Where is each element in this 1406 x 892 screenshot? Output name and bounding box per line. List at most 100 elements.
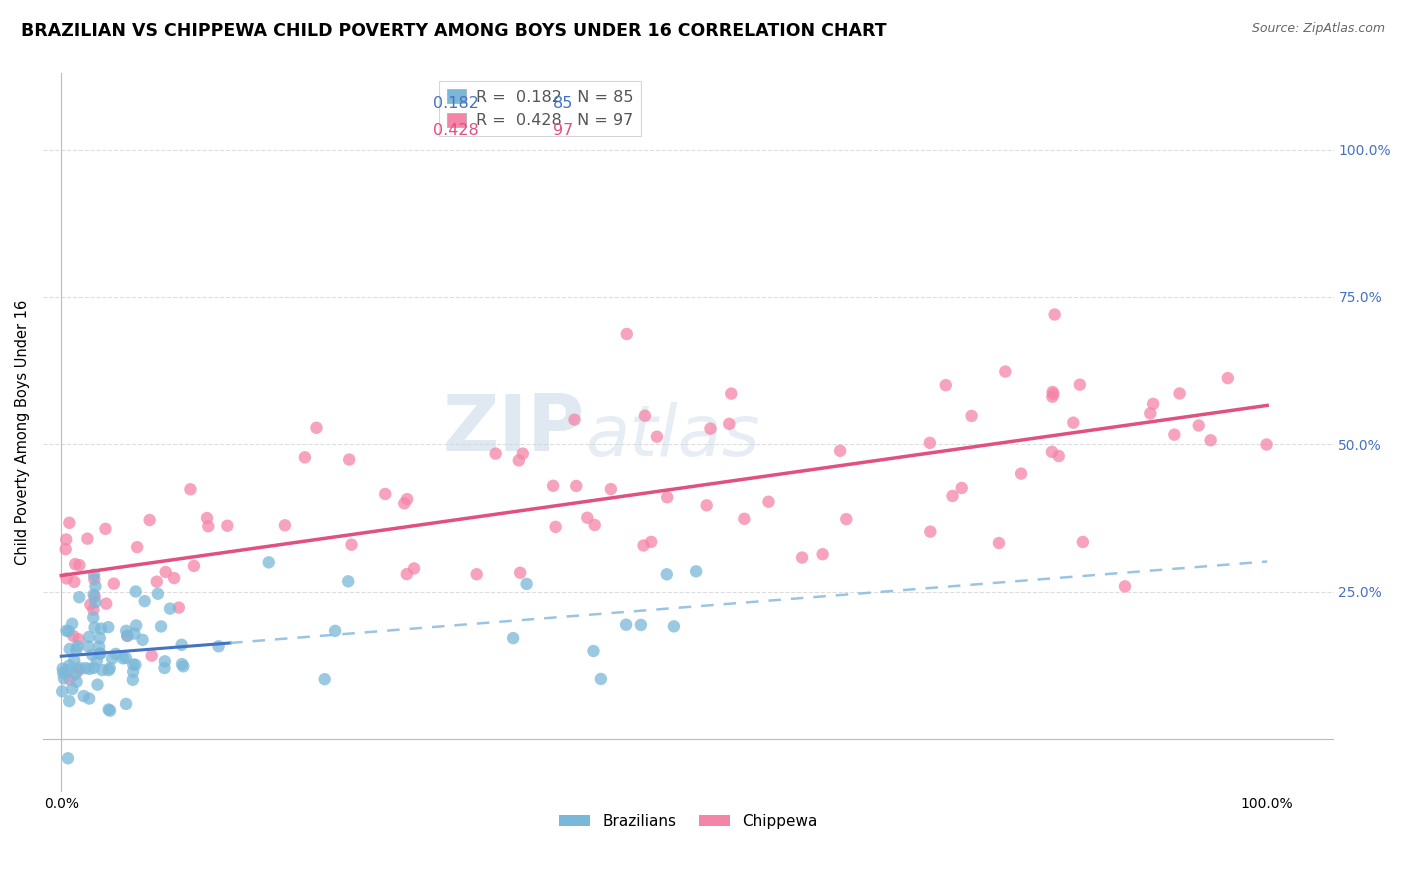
Point xyxy=(97,702,120,716)
Point xyxy=(77,630,100,644)
Point xyxy=(337,574,360,589)
Point xyxy=(582,644,605,658)
Point xyxy=(1069,377,1091,392)
Point xyxy=(124,626,146,640)
Point xyxy=(718,417,741,431)
Point xyxy=(60,681,83,696)
Point xyxy=(115,629,138,643)
Point xyxy=(98,704,121,718)
Point xyxy=(67,663,90,677)
Point xyxy=(138,513,160,527)
Point xyxy=(987,536,1010,550)
Point xyxy=(77,691,100,706)
Point xyxy=(97,663,120,677)
Point xyxy=(79,662,101,676)
Point xyxy=(117,629,139,643)
Point xyxy=(58,624,80,639)
Point xyxy=(159,601,181,615)
Point xyxy=(935,378,957,392)
Point xyxy=(63,574,86,589)
Point xyxy=(994,365,1017,379)
Point xyxy=(86,654,108,668)
Point xyxy=(404,561,426,575)
Point xyxy=(83,620,105,634)
Point xyxy=(541,479,564,493)
Point xyxy=(1047,449,1070,463)
Point xyxy=(55,624,77,638)
Point xyxy=(565,479,588,493)
Point xyxy=(699,422,721,436)
Point xyxy=(395,567,418,582)
Point xyxy=(83,567,105,582)
Point xyxy=(167,600,190,615)
Point xyxy=(155,565,177,579)
Point xyxy=(89,647,111,661)
Point xyxy=(274,518,297,533)
Point xyxy=(485,447,508,461)
Point xyxy=(67,661,90,675)
Point xyxy=(1168,386,1191,401)
Point xyxy=(544,520,567,534)
Point xyxy=(124,657,146,672)
Point xyxy=(82,602,104,616)
Text: 0.182: 0.182 xyxy=(433,95,479,111)
Point xyxy=(79,598,101,612)
Point xyxy=(153,661,176,675)
Point xyxy=(60,616,83,631)
Point xyxy=(97,620,120,634)
Point xyxy=(950,481,973,495)
Point xyxy=(509,566,531,580)
Point xyxy=(207,640,229,654)
Point xyxy=(67,558,90,573)
Point xyxy=(1071,535,1094,549)
Point xyxy=(657,491,679,505)
Point xyxy=(163,571,186,585)
Point xyxy=(52,662,75,676)
Point xyxy=(630,618,652,632)
Point xyxy=(91,663,114,677)
Point xyxy=(1139,406,1161,420)
Point xyxy=(77,640,100,654)
Point xyxy=(65,674,87,689)
Point xyxy=(918,435,941,450)
Point xyxy=(153,654,176,668)
Point xyxy=(82,610,104,624)
Point xyxy=(633,539,655,553)
Point xyxy=(141,648,163,663)
Point xyxy=(115,697,138,711)
Text: 97: 97 xyxy=(553,123,574,138)
Point xyxy=(122,657,145,672)
Point xyxy=(733,512,755,526)
Point xyxy=(616,326,638,341)
Point xyxy=(1042,384,1064,399)
Point xyxy=(127,540,149,554)
Point xyxy=(197,519,219,533)
Point xyxy=(655,567,678,582)
Point xyxy=(696,499,718,513)
Text: 0.428: 0.428 xyxy=(433,123,478,138)
Point xyxy=(1062,416,1084,430)
Point xyxy=(131,632,153,647)
Point xyxy=(941,489,963,503)
Point xyxy=(314,672,336,686)
Point xyxy=(374,487,396,501)
Point xyxy=(583,518,606,533)
Point xyxy=(59,642,82,657)
Point xyxy=(89,647,111,661)
Point xyxy=(172,659,194,673)
Point xyxy=(83,588,105,602)
Point xyxy=(614,617,637,632)
Point xyxy=(65,667,87,681)
Point xyxy=(1142,397,1164,411)
Point xyxy=(58,516,80,530)
Point xyxy=(183,558,205,573)
Point xyxy=(305,421,328,435)
Point xyxy=(121,673,143,687)
Point xyxy=(103,576,125,591)
Text: atlas: atlas xyxy=(585,401,759,471)
Point xyxy=(115,624,138,638)
Point xyxy=(340,538,363,552)
Point xyxy=(125,618,148,632)
Point xyxy=(89,631,111,645)
Point xyxy=(323,624,346,638)
